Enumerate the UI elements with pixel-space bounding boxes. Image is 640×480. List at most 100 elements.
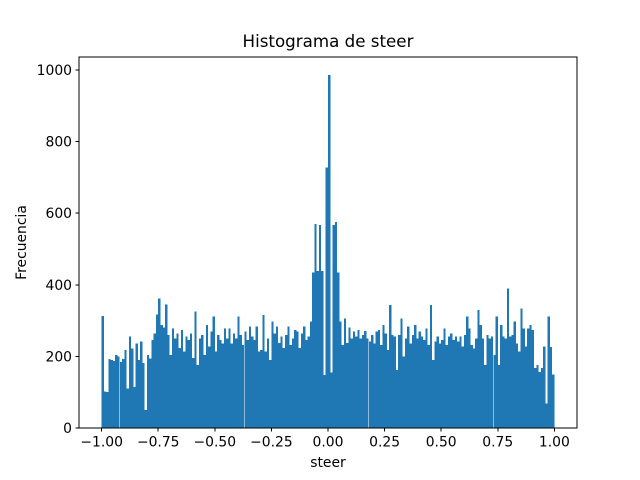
- histogram-bar: [361, 334, 365, 428]
- x-tick-label: 0.00: [313, 435, 344, 451]
- histogram-bar: [122, 359, 125, 428]
- histogram-bar: [337, 272, 340, 428]
- histogram-bar: [183, 351, 186, 428]
- histogram-bar: [178, 347, 181, 428]
- histogram-bar: [468, 328, 471, 428]
- histogram-bar: [248, 326, 252, 428]
- histogram-bar: [260, 349, 263, 428]
- histogram-bar: [513, 321, 516, 428]
- histogram-bar: [282, 348, 285, 428]
- histogram-bar: [457, 341, 460, 428]
- histogram-bar: [425, 328, 428, 428]
- histogram-bar: [470, 344, 473, 428]
- y-tick-label: 800: [45, 135, 72, 151]
- x-tick-label: 1.00: [539, 435, 570, 451]
- histogram-bar: [352, 331, 356, 428]
- histogram-bar: [214, 351, 218, 428]
- x-tick-label: −0.50: [194, 435, 237, 451]
- histogram-bar: [375, 331, 378, 428]
- histogram-bar: [434, 341, 437, 428]
- histogram-bar: [314, 223, 317, 428]
- x-tick-label: 0.75: [482, 435, 513, 451]
- histogram-bar: [420, 336, 424, 428]
- histogram-bar: [126, 388, 129, 428]
- histogram-bar: [357, 329, 360, 428]
- histogram-bar: [438, 343, 442, 428]
- histogram-bar: [515, 343, 519, 428]
- x-tick-label: −0.75: [137, 435, 180, 451]
- histogram-bar: [402, 356, 405, 428]
- histogram-bar: [174, 338, 177, 428]
- y-tick-label: 600: [45, 206, 72, 222]
- histogram-bar: [106, 392, 109, 428]
- histogram-bar: [543, 346, 546, 428]
- y-tick-label: 1000: [37, 63, 72, 79]
- histogram-bar: [237, 316, 240, 428]
- histogram-bar: [180, 329, 184, 428]
- histogram-bar: [393, 336, 396, 428]
- histogram-bar: [223, 328, 227, 428]
- histogram-bar: [538, 371, 541, 428]
- histogram-bar: [404, 338, 408, 428]
- histogram-bar: [269, 359, 272, 428]
- histogram-bar: [246, 339, 249, 428]
- histogram-bar: [131, 348, 134, 428]
- histogram-bar: [500, 324, 503, 428]
- histogram-bar: [140, 341, 143, 428]
- axis-ticks: −1.00 −0.75 −0.50 −0.25 0.00 0.25 0.50 0.75 1.00…: [37, 63, 570, 451]
- histogram-bar: [330, 372, 333, 428]
- histogram-bar: [432, 359, 435, 428]
- histogram-bar: [239, 334, 242, 428]
- histogram-bars: [101, 74, 555, 428]
- histogram-bar: [531, 329, 534, 428]
- histogram-bar: [380, 344, 383, 428]
- histogram-bar: [273, 333, 276, 428]
- histogram-bar: [373, 343, 376, 428]
- histogram-bar: [203, 354, 206, 428]
- histogram-bar: [350, 338, 353, 428]
- histogram-bar: [101, 315, 104, 428]
- histogram-bar: [226, 338, 229, 428]
- histogram-bar: [427, 344, 430, 428]
- histogram-bar: [169, 354, 172, 428]
- histogram-bar: [284, 334, 288, 428]
- histogram-bar: [291, 338, 295, 428]
- histogram-bar: [549, 347, 553, 428]
- histogram-bar: [244, 331, 247, 428]
- histogram-bar: [151, 339, 154, 428]
- histogram-bar: [547, 316, 550, 428]
- histogram-bar: [262, 314, 265, 428]
- histogram-bar: [185, 336, 188, 428]
- histogram-bar: [230, 343, 233, 428]
- histogram-bar: [275, 326, 279, 428]
- histogram-bar: [228, 328, 231, 428]
- histogram-bar: [146, 354, 150, 428]
- histogram-bar: [359, 338, 362, 428]
- histogram-bar: [540, 368, 544, 428]
- histogram-bar: [495, 316, 498, 428]
- histogram-bar: [187, 339, 190, 428]
- histogram-bar: [232, 333, 236, 428]
- x-tick-label: 0.25: [369, 435, 400, 451]
- histogram-bar: [110, 359, 113, 428]
- histogram-bar: [341, 344, 344, 428]
- histogram-bar: [155, 314, 159, 428]
- histogram-bar: [287, 326, 290, 428]
- histogram-bar: [176, 333, 179, 428]
- histogram-bar: [312, 272, 315, 428]
- histogram-bar: [414, 324, 417, 428]
- histogram-bar: [221, 343, 224, 428]
- histogram-bar: [332, 224, 335, 428]
- histogram-bar: [257, 351, 261, 428]
- histogram-bar: [165, 304, 168, 428]
- histogram-bar: [461, 346, 464, 428]
- histogram-bar: [149, 358, 152, 428]
- histogram-bar: [447, 336, 451, 428]
- histogram-bar: [142, 363, 145, 428]
- histogram-bar: [371, 334, 374, 428]
- x-tick-label: −0.25: [250, 435, 293, 451]
- histogram-bar: [533, 368, 537, 428]
- histogram-bar: [196, 364, 199, 428]
- histogram-bar: [305, 339, 308, 428]
